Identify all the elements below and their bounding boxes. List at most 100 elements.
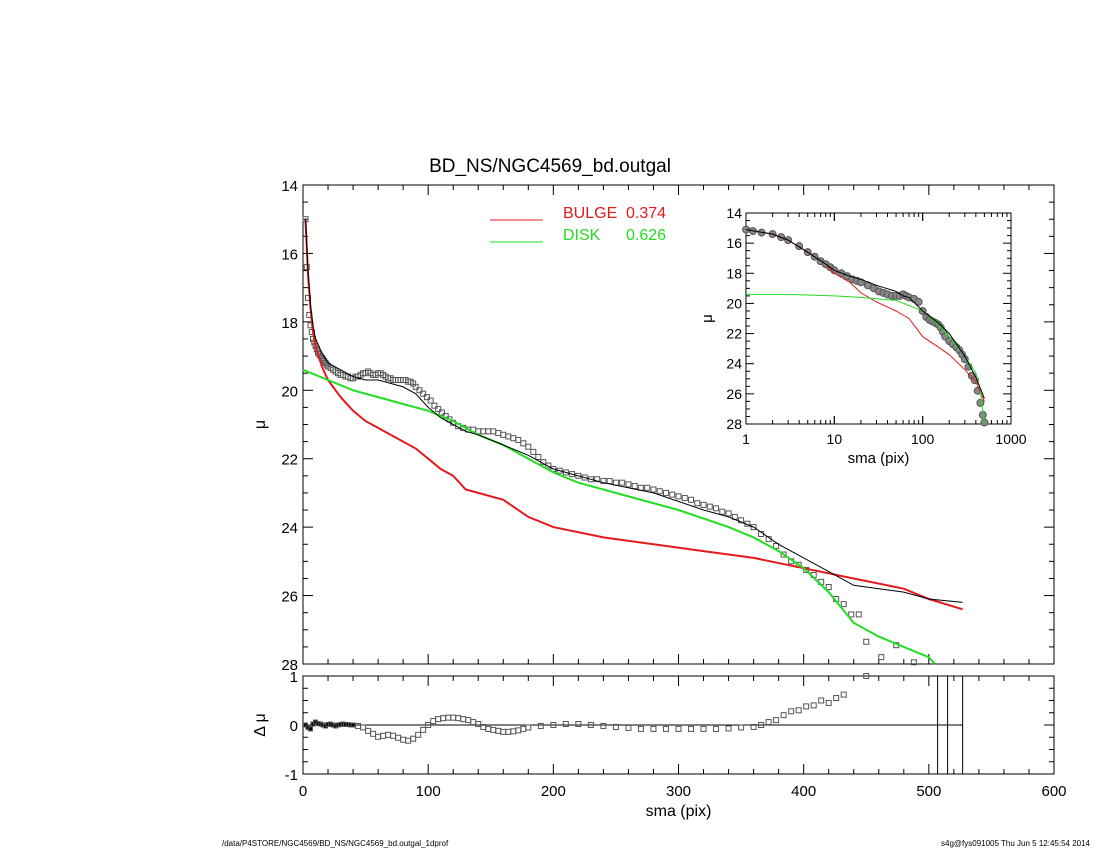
data-point: [575, 472, 582, 479]
data-point: [569, 471, 576, 478]
residual-point: [840, 691, 847, 698]
residual-point: [440, 715, 447, 722]
x-tick-label: 100: [416, 783, 441, 800]
data-point: [600, 477, 607, 484]
data-point: [505, 433, 512, 440]
x-tick-label: 300: [666, 783, 691, 800]
residual-point: [465, 717, 472, 724]
data-point: [619, 479, 626, 486]
data-point: [840, 601, 847, 608]
data-point: [423, 394, 430, 401]
residual-point: [795, 707, 802, 714]
y-tick-label: 18: [281, 315, 298, 332]
x-tick-label: 200: [541, 783, 566, 800]
residual-point: [355, 722, 362, 729]
y-tick-label: 18: [726, 265, 742, 281]
residual-point: [525, 724, 532, 731]
y-tick-label: 24: [281, 520, 298, 537]
data-point: [427, 397, 434, 404]
footer-timestamp: s4g@fys091005 Thu Jun 5 12:45:54 2014: [941, 839, 1090, 848]
residual-point: [650, 725, 657, 732]
residual-point: [425, 722, 432, 728]
inset-series-line-disk: [746, 293, 985, 425]
data-point: [581, 474, 588, 481]
residual-point: [405, 737, 412, 744]
y-tick-label: -1: [285, 767, 298, 784]
data-point: [515, 436, 522, 443]
y-tick-label: 14: [726, 205, 742, 221]
data-point: [625, 481, 632, 488]
data-point: [530, 448, 537, 455]
residual-point: [550, 722, 557, 728]
legend-value-disk: 0.626: [626, 227, 666, 244]
residual-point: [758, 722, 765, 728]
y-tick-label: 26: [726, 386, 742, 402]
legend-label-disk: DISK: [563, 227, 601, 244]
residual-point: [370, 730, 377, 737]
data-point: [848, 611, 855, 618]
data-point: [656, 488, 663, 495]
y-tick-label: 28: [726, 416, 742, 432]
legend-value-bulge: 0.374: [626, 205, 666, 222]
data-point: [500, 431, 507, 438]
residual-point: [420, 726, 427, 733]
y-tick-label: 28: [281, 657, 298, 674]
data-point: [863, 638, 870, 645]
residual-point: [410, 735, 417, 742]
main-panel: 14 16 18 20 22 24 26 28 μ: [252, 178, 1055, 674]
data-point: [525, 443, 532, 450]
residual-point: [773, 717, 780, 724]
residual-point: [395, 734, 402, 741]
data-point: [562, 469, 569, 476]
data-point: [545, 462, 552, 469]
residual-point: [415, 731, 422, 738]
data-point: [416, 387, 423, 394]
residual-point: [460, 716, 467, 723]
residual-point: [833, 695, 840, 702]
inset-series-line-total: [745, 229, 985, 399]
data-point: [675, 493, 682, 500]
y-tick-label: 16: [726, 235, 742, 251]
residual-point: [765, 719, 772, 726]
data-point: [480, 428, 487, 435]
x-axis-label: sma (pix): [848, 450, 910, 467]
y-tick-label: 1: [290, 669, 298, 686]
residual-point: [308, 726, 314, 732]
data-point: [485, 428, 492, 435]
residual-point: [750, 723, 757, 730]
chart-title: BD_NS/NGC4569_bd.outgal: [429, 156, 671, 177]
series-line-bulge: [304, 219, 963, 611]
data-point: [412, 383, 419, 390]
residual-point: [625, 724, 632, 731]
residual-point: [587, 722, 594, 728]
y-axis-label: μ: [699, 314, 716, 323]
data-point: [688, 496, 695, 503]
data-point: [650, 486, 657, 493]
residual-point: [455, 715, 462, 722]
residual-point: [475, 721, 482, 728]
data-point: [825, 584, 832, 591]
residual-point: [365, 727, 372, 734]
x-tick-label: 10: [827, 431, 843, 447]
data-point: [669, 491, 676, 498]
series-line-total: [305, 219, 963, 603]
data-point: [420, 390, 427, 397]
y-tick-label: 22: [281, 452, 298, 469]
residual-point: [575, 721, 582, 728]
data-point: [878, 654, 885, 661]
residual-point: [675, 725, 682, 732]
data-point: [713, 505, 720, 512]
residual-point: [788, 708, 795, 715]
data-point: [706, 503, 713, 510]
residual-point: [435, 716, 442, 723]
residual-point: [485, 725, 492, 732]
residual-point: [780, 712, 787, 719]
data-point: [435, 406, 442, 413]
residual-point: [863, 673, 870, 679]
residual-point: [810, 702, 817, 709]
residual-point: [385, 731, 392, 738]
residual-point: [662, 725, 669, 732]
residual-point: [725, 725, 732, 732]
x-tick-label: 1000: [995, 431, 1026, 447]
residual-point: [400, 736, 407, 743]
